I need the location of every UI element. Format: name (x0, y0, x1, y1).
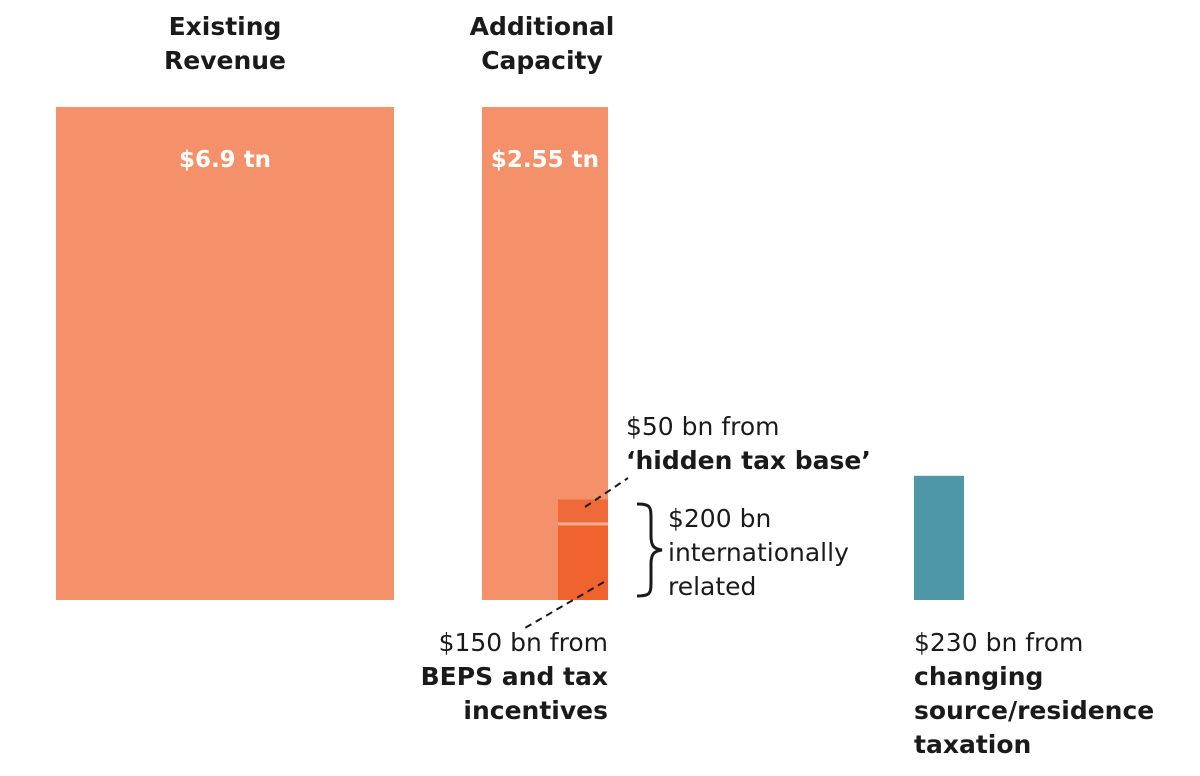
header-existing-line-2: Revenue (163, 46, 286, 75)
annotation-beps-line-3: incentives (463, 696, 608, 725)
annotation-beps-line-1: $150 bn from (438, 628, 608, 657)
leader-line-beps (524, 581, 605, 629)
annotation-source-line-3: source/residence (914, 696, 1155, 725)
bar-source-residence (914, 475, 964, 600)
bar-existing-revenue (56, 107, 394, 600)
annotation-bracket-line-3: related (668, 572, 757, 601)
annotation-source-residence: $230 bn from changing source/residence t… (914, 626, 1154, 762)
annotation-bracket-line-1: $200 bn (668, 504, 772, 533)
header-additional-line-2: Capacity (481, 46, 603, 75)
header-additional-capacity: Additional Capacity (442, 10, 642, 78)
leader-line-hidden-tax-base (584, 477, 629, 508)
header-additional-line-1: Additional (469, 12, 615, 41)
annotation-source-line-1: $230 bn from (914, 628, 1084, 657)
value-label-additional: $2.55 tn (490, 147, 600, 173)
annotation-hidden-line-2: ‘hidden tax base’ (626, 446, 871, 475)
segment-hidden-tax-base (558, 499, 608, 523)
annotation-source-line-2: changing (914, 662, 1044, 691)
segment-separator (558, 522, 608, 526)
annotation-internationally-related: $200 bn internationally related (668, 502, 849, 604)
annotation-beps-line-2: BEPS and tax (420, 662, 608, 691)
header-existing-revenue: Existing Revenue (125, 10, 325, 78)
segment-beps (558, 525, 608, 600)
annotation-bracket-line-2: internationally (668, 538, 849, 567)
annotation-source-line-4: taxation (914, 730, 1032, 759)
annotation-hidden-tax-base: $50 bn from ‘hidden tax base’ (626, 410, 871, 478)
annotation-hidden-line-1: $50 bn from (626, 412, 780, 441)
annotation-beps: $150 bn from BEPS and tax incentives (408, 626, 608, 728)
value-label-existing: $6.9 tn (178, 147, 272, 173)
header-existing-line-1: Existing (168, 12, 282, 41)
curly-brace (636, 502, 663, 598)
